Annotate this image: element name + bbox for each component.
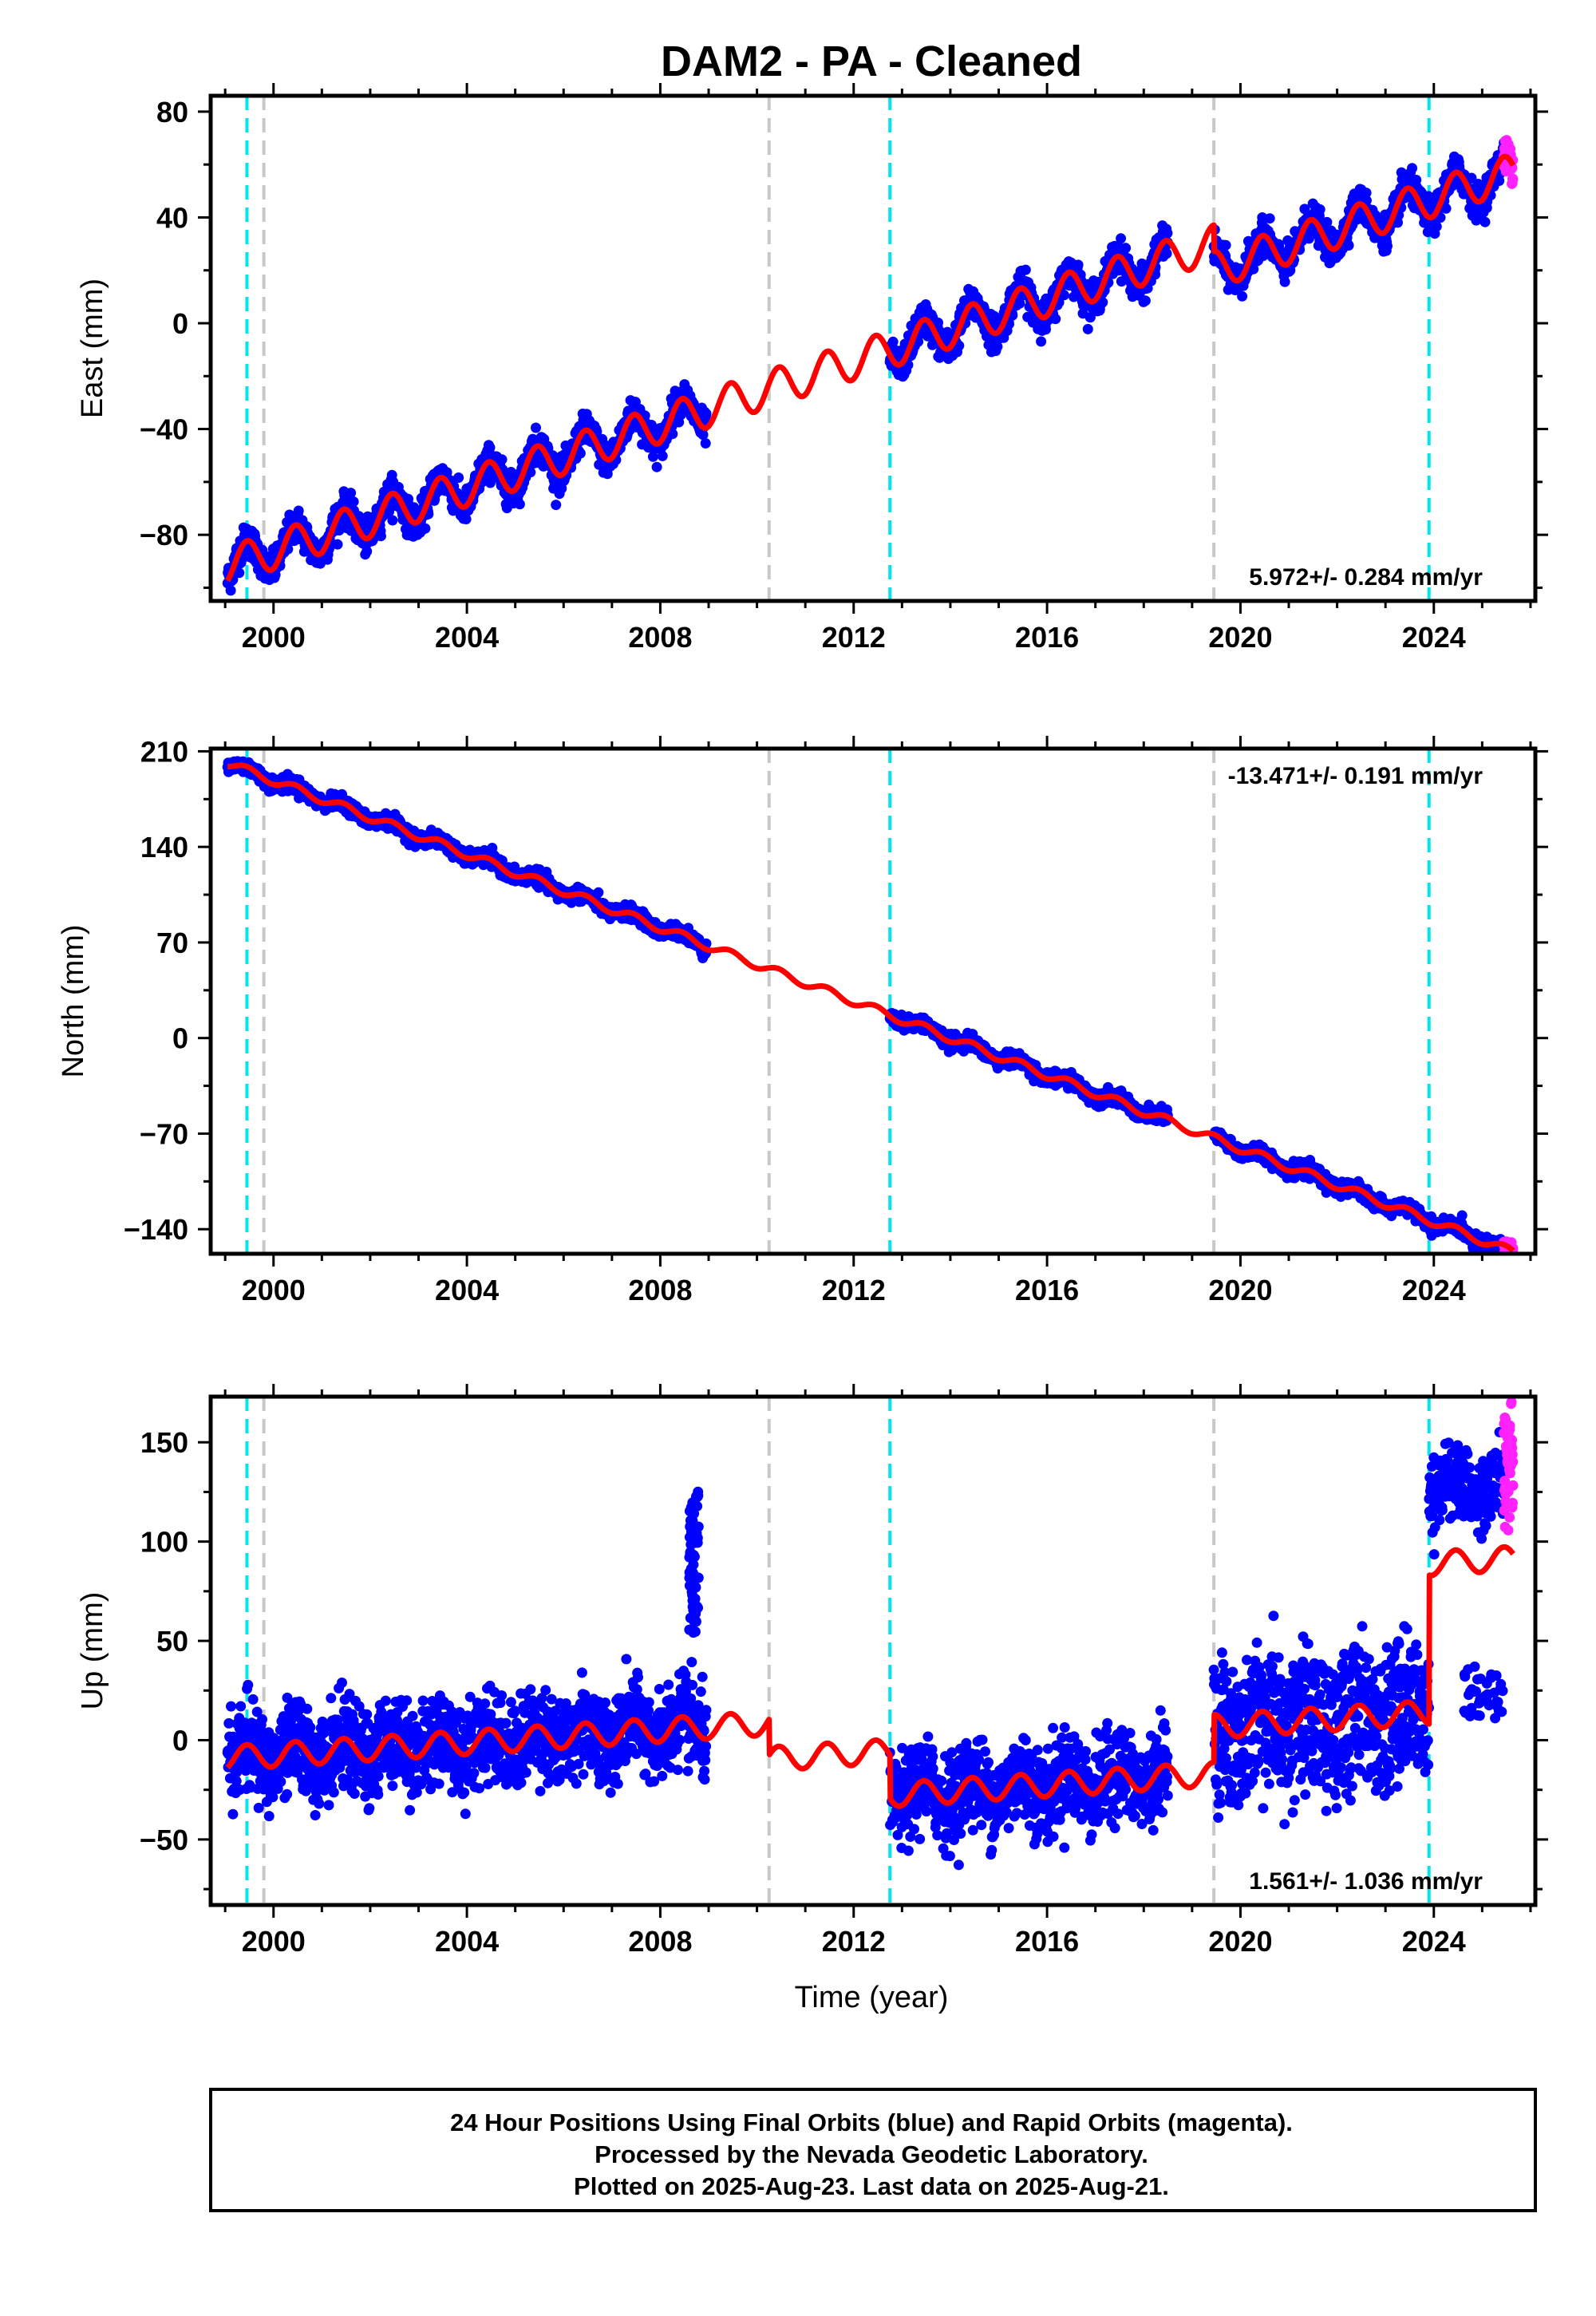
rate-annotation: 5.972+/- 0.284 mm/yr <box>1249 564 1483 591</box>
data-point <box>225 585 236 596</box>
data-point <box>1479 216 1491 227</box>
data-point <box>1020 264 1031 275</box>
data-point <box>387 515 398 526</box>
data-point <box>496 454 508 465</box>
north-panel: 2000 2004 2008 2012 2016 2020 2024−140−7007014… <box>57 735 1548 1306</box>
y-tick-label: −40 <box>140 413 188 446</box>
y-tick-label: 80 <box>156 96 188 128</box>
figure-title: DAM2 - PA - Cleaned <box>661 38 1082 85</box>
x-tick-label: 2000 <box>242 621 306 654</box>
data-point <box>1041 324 1051 335</box>
data-point <box>1082 323 1093 334</box>
data-point <box>293 505 304 516</box>
data-point <box>514 499 525 510</box>
data-point <box>1120 243 1132 254</box>
data-point <box>531 422 541 433</box>
data-point <box>657 450 668 461</box>
data-point <box>575 448 586 459</box>
data-point <box>361 546 373 557</box>
data-point <box>551 500 562 511</box>
rapid-point <box>1507 173 1519 184</box>
data-point <box>1279 276 1290 287</box>
data-point <box>525 467 536 478</box>
data-point <box>234 567 245 579</box>
data-point <box>1431 221 1442 232</box>
data-point <box>700 438 711 449</box>
data-point <box>1343 240 1354 251</box>
data-point <box>933 317 943 328</box>
data-point <box>346 488 357 499</box>
data-point <box>667 429 678 440</box>
x-tick-label: 2020 <box>1208 621 1272 654</box>
y-tick-label: 40 <box>156 201 188 234</box>
data-point <box>484 442 496 453</box>
data-point <box>441 467 452 478</box>
data-point <box>1248 263 1259 275</box>
x-tick-label: 2024 <box>1402 621 1466 654</box>
data-point <box>701 408 712 419</box>
data-point <box>1050 314 1061 325</box>
data-point <box>1220 239 1231 251</box>
x-tick-label: 2012 <box>822 621 886 654</box>
data-point <box>1116 233 1127 244</box>
data-point <box>375 531 386 542</box>
data-point <box>1097 297 1108 308</box>
x-tick-label: 2016 <box>1015 621 1079 654</box>
data-point <box>992 341 1003 352</box>
x-tick-label: 2004 <box>435 621 499 654</box>
data-point <box>1237 290 1248 302</box>
plot-content <box>222 96 1519 601</box>
data-point <box>453 472 464 483</box>
data-point <box>1162 227 1173 239</box>
data-point <box>1058 290 1069 301</box>
data-point <box>460 514 472 524</box>
y-tick-label: 0 <box>172 307 188 340</box>
data-point <box>1161 248 1172 259</box>
data-point <box>1382 240 1393 251</box>
data-point <box>1264 213 1275 224</box>
east-panel: 2000 2004 2008 2012 2016 2020 2024 −80 −40 0 40 80 E… <box>76 83 1548 654</box>
data-point <box>954 340 965 351</box>
data-point <box>1314 204 1325 215</box>
data-point <box>593 887 604 898</box>
data-point <box>647 451 658 462</box>
data-point <box>651 461 662 472</box>
y-tick-label: −80 <box>140 519 188 551</box>
data-point <box>420 523 431 534</box>
data-point <box>1116 276 1127 287</box>
data-point <box>887 336 899 347</box>
data-point <box>1407 163 1418 174</box>
x-tick-label: 2008 <box>628 621 692 654</box>
data-point <box>1073 259 1084 271</box>
data-point <box>332 539 343 550</box>
y-axis-label: East (mm) <box>76 279 109 418</box>
data-point <box>348 496 359 508</box>
data-point <box>1140 295 1151 306</box>
data-point <box>646 420 657 430</box>
data-point <box>1036 336 1047 347</box>
data-point <box>697 429 709 441</box>
